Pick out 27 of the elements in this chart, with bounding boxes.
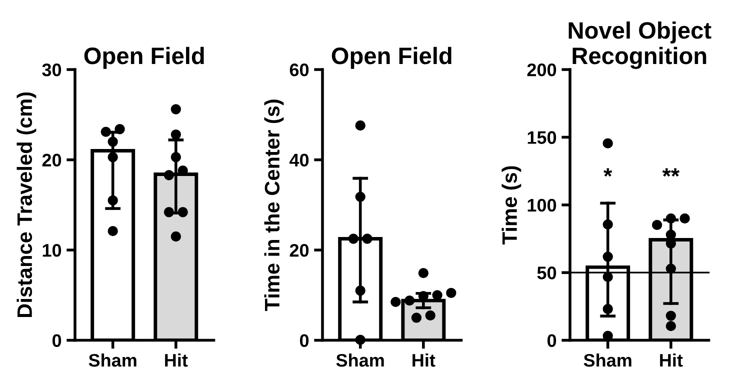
x-tick-label: Hit bbox=[165, 353, 188, 367]
y-tick-label: 50 bbox=[537, 266, 556, 280]
y-axis-title: Distance Traveled (cm) bbox=[16, 92, 36, 317]
y-tick-label: 100 bbox=[528, 198, 556, 212]
y-axis-title: Time in the Center (s) bbox=[264, 100, 284, 311]
annotation: * bbox=[604, 168, 612, 177]
y-tick-label: 20 bbox=[42, 154, 62, 167]
y-tick-label: 10 bbox=[42, 244, 62, 257]
y-tick-label: 60 bbox=[290, 63, 309, 76]
y-tick-label: 0 bbox=[547, 334, 556, 347]
y-tick-label: 0 bbox=[52, 334, 62, 347]
chart-title: Novel Object Recognition bbox=[568, 21, 712, 70]
y-axis-title: Time (s) bbox=[502, 166, 522, 244]
chart-title: Open Field bbox=[84, 46, 204, 69]
y-tick-label: 0 bbox=[300, 334, 309, 347]
y-tick-label: 20 bbox=[290, 244, 309, 257]
chart-title: Open Field bbox=[332, 46, 452, 69]
y-tick-label: 30 bbox=[42, 63, 62, 76]
x-tick-label: Sham bbox=[584, 353, 632, 367]
x-tick-label: Hit bbox=[660, 353, 683, 367]
x-tick-label: Hit bbox=[412, 353, 436, 367]
x-tick-label: Sham bbox=[88, 353, 136, 367]
y-tick-label: 40 bbox=[290, 154, 309, 167]
y-tick-label: 200 bbox=[527, 63, 556, 76]
y-tick-label: 150 bbox=[528, 131, 556, 144]
annotation: ** bbox=[662, 168, 680, 177]
x-tick-label: Sham bbox=[336, 353, 384, 367]
